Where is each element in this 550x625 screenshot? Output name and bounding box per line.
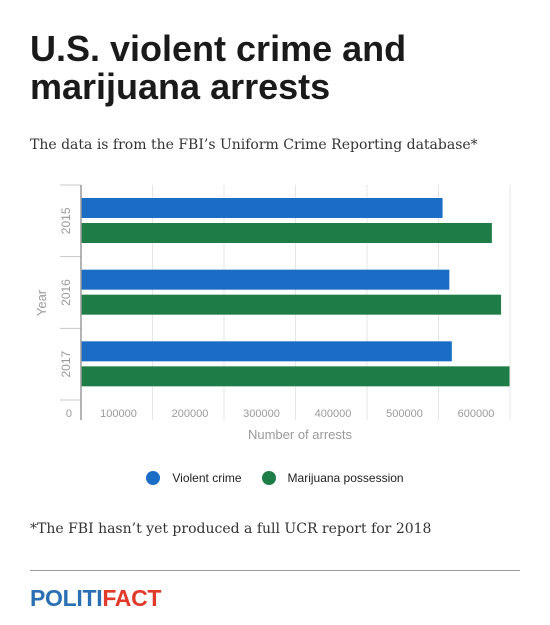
chart-legend: Violent crime Marijuana possession [0,471,550,485]
bar-violent-crime-2015[interactable] [81,198,443,218]
axes: 2015 2016 2017 0 100000 200000 300000 400000 500… [59,184,495,420]
x-tick-label: 0 [66,408,72,420]
bars [81,198,510,387]
bar-marijuana-possession-2016[interactable] [81,294,502,315]
legend-item-violent-crime[interactable]: Violent crime [146,471,242,485]
bar-violent-crime-2016[interactable] [81,269,450,290]
logo-text-fact: FACT [102,585,162,611]
legend-swatch-violent-crime [146,471,161,485]
x-tick-label: 200000 [172,408,209,420]
chart-subtitle: The data is from the FBI’s Uniform Crime… [30,137,478,153]
logo-text-politi: POLITI [30,585,103,611]
y-tick-label: 2016 [59,279,73,306]
x-tick-label: 400000 [315,408,352,420]
legend-item-marijuana-possession[interactable]: Marijuana possession [261,471,404,485]
legend-label-marijuana-possession: Marijuana possession [287,471,404,485]
y-tick-label: 2017 [59,350,73,377]
bar-marijuana-possession-2015[interactable] [81,223,492,243]
y-tick-label: 2015 [59,207,73,234]
x-tick-label: 500000 [386,408,423,420]
x-tick-label: 600000 [458,408,495,420]
legend-label-violent-crime: Violent crime [172,471,242,485]
footnote: *The FBI hasn’t yet produced a full UCR … [30,521,432,537]
footer-divider [30,570,520,571]
bar-chart: 2015 2016 2017 0 100000 200000 300000 400000 500… [34,184,511,442]
y-axis-label: Year [34,289,49,316]
chart-title: U.S. violent crime and marijuana arrests [30,28,407,107]
x-axis-label: Number of arrests [248,427,353,442]
x-tick-label: 300000 [243,408,280,420]
bar-marijuana-possession-2017[interactable] [81,366,510,387]
legend-swatch-marijuana-possession [261,471,276,485]
bar-violent-crime-2017[interactable] [81,341,452,362]
x-tick-label: 100000 [100,408,137,420]
politifact-logo[interactable]: POLITIFACT [30,585,161,611]
